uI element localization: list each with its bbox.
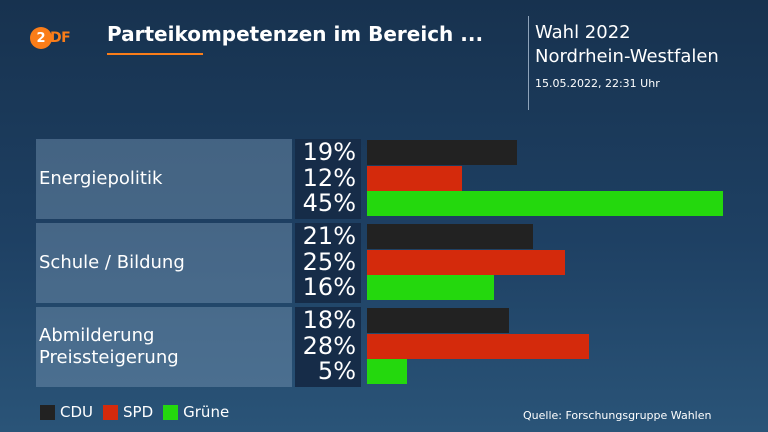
data-label-cdu: 18% [302,306,356,334]
bar-spd [367,333,589,359]
bar-spd [367,249,565,275]
zdf-logo-mark: 2 [30,27,52,49]
data-label-cdu: 19% [302,138,356,166]
legend-label-spd: SPD [123,403,154,421]
legend-swatch-gruene [163,404,179,420]
timestamp: 15.05.2022, 22:31 Uhr [535,77,660,90]
data-label-spd: 12% [302,163,356,192]
zdf-logo-text: DF [50,30,71,46]
category-label: Schule / Bildung [36,223,292,303]
legend-swatch-cdu [40,404,55,420]
zdf-logo: 2 DF [30,26,78,50]
value-label-column: 19% 12% 45% [295,139,361,219]
legend-label-gruene: Grüne [183,403,230,421]
data-label-gruene: 45% [302,189,356,217]
title-underline [107,53,203,55]
legend-label-cdu: CDU [60,403,94,421]
election-year: Wahl 2022 [535,22,631,43]
value-label-column: 18% 28% 5% [295,307,361,387]
data-label-cdu: 21% [302,222,356,250]
election-info: Wahl 2022 Nordrhein-Westfalen [535,21,719,69]
data-label-spd: 28% [302,331,356,360]
header-divider [528,16,529,110]
source-note: Quelle: Forschungsgruppe Wahlen [523,409,712,422]
bar-cdu [367,140,517,165]
data-label-gruene: 5% [317,357,356,385]
bar-gruene [367,191,723,216]
category-label: Energiepolitik [36,139,292,219]
value-label-column: 21% 25% 16% [295,223,361,303]
legend-swatch-spd [103,404,119,420]
data-label-spd: 25% [302,247,356,276]
legend-item-gruene: Grüne [163,403,229,421]
category-label: Abmilderung Preissteigerung [36,307,292,387]
page-title: Parteikompetenzen im Bereich ... [107,22,484,46]
legend-item-cdu: CDU [40,403,93,421]
data-label-gruene: 16% [302,273,356,301]
bar-gruene [367,275,494,300]
bar-spd [367,165,462,191]
election-region: Nordrhein-Westfalen [535,46,719,67]
legend: CDU SPD Grüne [40,403,239,421]
legend-item-spd: SPD [103,403,153,421]
bar-gruene [367,359,407,384]
bar-cdu [367,224,533,249]
bar-cdu [367,308,509,333]
